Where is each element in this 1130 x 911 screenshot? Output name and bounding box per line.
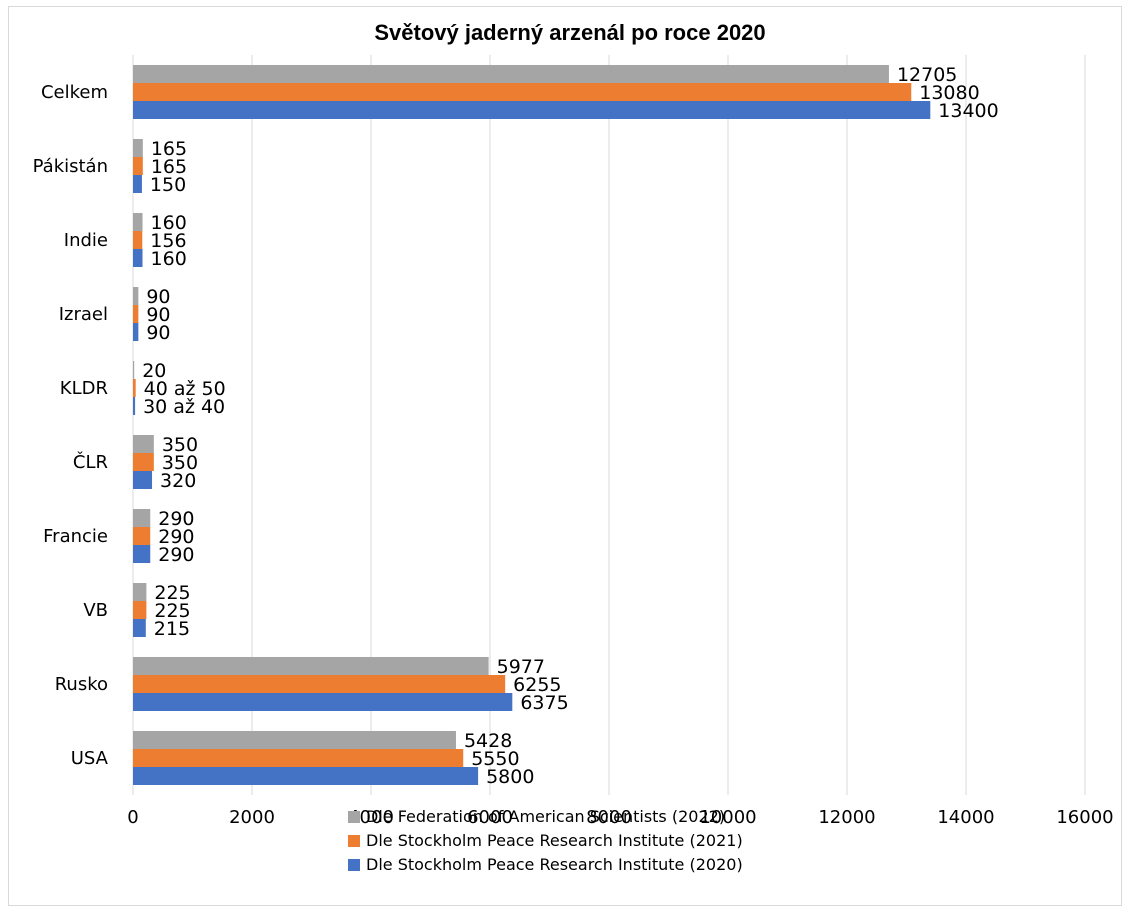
data-label: 225 [154,600,190,622]
bar [133,139,143,157]
data-label: 156 [150,230,186,252]
category-label: Pákistán [33,156,108,177]
bar [133,471,153,489]
bar [133,435,154,453]
category-label: KLDR [60,378,108,399]
bar [133,157,143,175]
legend-label: Dle Federation of American Scientists (2… [366,807,725,826]
chart-title: Světový jaderný arzenál po roce 2020 [374,20,765,45]
x-tick-label: 12000 [818,807,875,828]
x-tick-label: 2000 [229,807,275,828]
x-tick-label: 10000 [699,807,756,828]
bar [133,619,146,637]
bar [133,527,151,545]
bar [133,323,139,341]
category-label: Izrael [59,304,108,325]
x-tick-label: 8000 [586,807,632,828]
category-label: USA [71,748,109,769]
bar [133,731,456,749]
data-labels: 5428555058005977625563752252252152902902… [142,64,999,788]
data-label: 6255 [513,674,561,696]
data-label: 5550 [471,748,519,770]
data-label: 215 [154,618,190,640]
category-label: Indie [64,230,108,251]
x-tick-label: 6000 [467,807,513,828]
data-label: 160 [151,212,187,234]
bar [133,83,912,101]
data-label: 290 [158,526,194,548]
data-label: 320 [160,470,196,492]
data-label: 90 [146,304,170,326]
data-label: 30 až 40 [143,396,225,418]
data-label: 90 [146,322,170,344]
data-label: 12705 [897,64,957,86]
data-label: 13400 [938,100,998,122]
data-label: 90 [146,286,170,308]
bar [133,583,147,601]
data-label: 290 [158,508,194,530]
category-label: ČLR [73,451,108,473]
data-label: 13080 [919,82,979,104]
bar [133,453,154,471]
legend-label: Dle Stockholm Peace Research Institute (… [366,855,743,874]
bar [133,287,139,305]
bar [133,379,136,397]
data-label: 160 [151,248,187,270]
data-label: 5428 [464,730,512,752]
data-label: 20 [142,360,166,382]
data-label: 5977 [497,656,545,678]
category-label: Rusko [55,674,108,695]
data-label: 165 [151,138,187,160]
category-label: VB [83,600,108,621]
bar [133,231,143,249]
data-label: 6375 [520,692,568,714]
data-label: 290 [158,544,194,566]
legend-swatch [348,835,360,847]
data-label: 5800 [486,766,534,788]
bar [133,101,931,119]
bar [133,361,135,379]
bar [133,509,151,527]
bar [133,675,506,693]
bar [133,693,513,711]
data-label: 165 [151,156,187,178]
bars [133,65,931,785]
bar [133,601,147,619]
bar [133,305,139,323]
data-label: 225 [154,582,190,604]
bar [133,397,136,415]
bar [133,249,143,267]
x-tick-label: 16000 [1056,807,1113,828]
data-label: 350 [162,452,198,474]
x-tick-label: 0 [127,807,138,828]
bar [133,65,889,83]
legend: Dle Federation of American Scientists (2… [348,807,743,874]
data-label: 150 [150,174,186,196]
bar [133,175,142,193]
category-label: Francie [43,526,108,547]
x-tick-label: 14000 [937,807,994,828]
legend-swatch [348,859,360,871]
bar [133,749,464,767]
legend-swatch [348,811,360,823]
bar [133,545,151,563]
bar [133,213,143,231]
data-label: 350 [162,434,198,456]
data-label: 40 až 50 [144,378,226,400]
bar [133,657,489,675]
category-labels: USA Rusko VB Francie ČLR KLDR Izrael Indie Pákis… [33,82,109,769]
category-label: Celkem [41,82,108,103]
legend-label: Dle Stockholm Peace Research Institute (… [366,831,743,850]
bar [133,767,479,785]
